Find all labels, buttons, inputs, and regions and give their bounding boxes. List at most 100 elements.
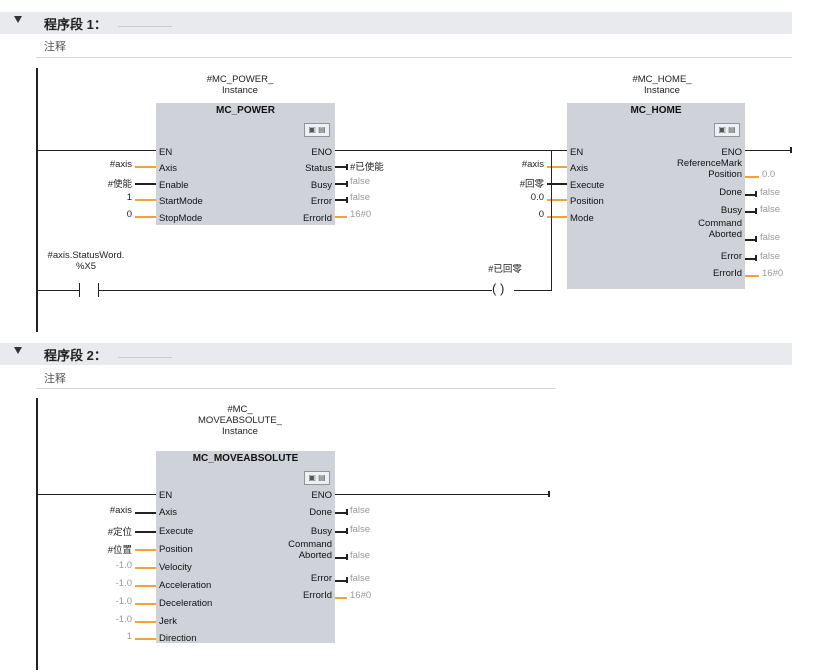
collapse-triangle-icon[interactable] — [14, 16, 22, 23]
output-arrow-icon — [755, 208, 757, 214]
pin-label: Execute — [570, 180, 605, 191]
pin-label: Done — [719, 187, 742, 198]
output-connector — [745, 258, 756, 260]
en-pin: EN — [570, 147, 584, 158]
arg-value[interactable]: 0.0 — [530, 192, 544, 203]
arg-value[interactable]: #已使能 — [350, 162, 384, 173]
pin-label: Execute — [159, 526, 194, 537]
block-toolbar-icon[interactable]: ▣ ▤ — [304, 471, 330, 485]
output-arrow-icon — [755, 255, 757, 261]
output-connector — [335, 531, 347, 533]
pin-label: Position — [159, 544, 193, 555]
arg-value[interactable]: #回零 — [519, 179, 544, 190]
segment-1-header[interactable]: 程序段 1： — [0, 12, 792, 34]
segment-1-name-field[interactable] — [118, 14, 172, 27]
input-connector — [547, 183, 567, 185]
segment-1-comment[interactable]: 注释 — [44, 41, 66, 53]
arg-value[interactable]: #axis — [521, 159, 544, 170]
input-connector — [547, 216, 567, 218]
segment-2-comment[interactable]: 注释 — [44, 373, 66, 385]
block-toolbar-icon[interactable]: ▣ ▤ — [714, 123, 740, 137]
segment-2-name-field[interactable] — [118, 345, 172, 358]
pin-label: Position — [570, 196, 604, 207]
arg-value[interactable]: #位置 — [107, 545, 132, 556]
arg-value[interactable]: 16#0 — [762, 268, 784, 279]
arg-value[interactable]: #定位 — [107, 527, 132, 538]
output-arrow-icon — [790, 147, 792, 153]
arg-value[interactable]: 0.0 — [762, 169, 776, 180]
pin-label: Axis — [159, 163, 177, 174]
pin-label: Command Aborted — [288, 539, 332, 561]
pin-label: Acceleration — [159, 580, 212, 591]
output-connector — [745, 239, 756, 241]
output-arrow-icon — [346, 164, 348, 170]
no-contact-icon[interactable] — [79, 283, 99, 297]
arg-value[interactable]: 16#0 — [350, 209, 372, 220]
arg-value[interactable]: -1.0 — [115, 596, 132, 607]
segment-2-header[interactable]: 程序段 2： — [0, 343, 792, 365]
divider — [36, 57, 792, 58]
arg-value[interactable]: false — [350, 550, 371, 561]
pin-label: Velocity — [159, 562, 192, 573]
mc-moveabsolute-block[interactable]: MC_MOVEABSOLUTE ▣ ▤ EN ENO Axis Execute … — [156, 451, 335, 644]
wire — [38, 494, 156, 495]
contact-operand-label[interactable]: #axis.StatusWord. %X5 — [47, 250, 125, 272]
block-toolbar-icon[interactable]: ▣ ▤ — [304, 123, 330, 137]
arg-value[interactable]: #axis — [109, 159, 132, 170]
input-connector — [135, 166, 156, 168]
input-connector — [135, 549, 156, 551]
arg-value[interactable]: false — [350, 192, 371, 203]
segment-1-title: 程序段 1： — [44, 17, 107, 32]
pin-label: ErrorId — [302, 213, 332, 224]
arg-value[interactable]: false — [350, 505, 371, 516]
mc-home-instance-label[interactable]: #MC_HOME_ Instance — [632, 74, 692, 96]
arg-value[interactable]: 0 — [538, 209, 544, 220]
eno-pin: ENO — [311, 490, 332, 501]
pin-label: Axis — [159, 507, 177, 518]
arg-value[interactable]: #使能 — [107, 179, 132, 190]
arg-value[interactable]: false — [350, 524, 371, 535]
output-connector — [745, 211, 756, 213]
input-connector — [547, 199, 567, 201]
output-connector — [335, 597, 347, 599]
input-connector — [135, 638, 156, 640]
arg-value[interactable]: -1.0 — [115, 578, 132, 589]
output-connector — [335, 557, 347, 559]
coil-icon[interactable]: ( ) — [492, 281, 505, 296]
wire — [514, 290, 551, 291]
pin-label: Command Aborted — [698, 218, 742, 240]
output-arrow-icon — [346, 577, 348, 583]
output-arrow-icon — [548, 491, 550, 497]
input-connector — [135, 183, 156, 185]
output-connector — [335, 166, 347, 168]
mc-home-name: MC_HOME — [630, 105, 682, 116]
input-connector — [135, 621, 156, 623]
input-connector — [135, 567, 156, 569]
output-connector — [335, 580, 347, 582]
mc-power-block[interactable]: MC_POWER ▣ ▤ EN ENO Axis Enable StartMod… — [156, 103, 335, 225]
coil-operand-label[interactable]: #已回零 — [488, 264, 522, 275]
en-pin: EN — [159, 147, 173, 158]
arg-value[interactable]: false — [760, 232, 781, 243]
arg-value[interactable]: 16#0 — [350, 590, 372, 601]
arg-value[interactable]: #axis — [109, 505, 132, 516]
arg-value[interactable]: false — [350, 573, 371, 584]
arg-value[interactable]: 1 — [126, 631, 132, 642]
arg-value[interactable]: 0 — [126, 209, 132, 220]
eno-pin: ENO — [311, 147, 332, 158]
output-connector — [335, 183, 347, 185]
pin-label: Mode — [570, 213, 594, 224]
arg-value[interactable]: false — [760, 187, 781, 198]
pin-label: StopMode — [159, 213, 203, 224]
pin-label: Jerk — [159, 616, 177, 627]
mc-home-block[interactable]: MC_HOME ▣ ▤ EN ENO Axis Execute Position… — [567, 103, 745, 289]
arg-value[interactable]: -1.0 — [115, 614, 132, 625]
arg-value[interactable]: false — [760, 204, 781, 215]
arg-value[interactable]: false — [760, 251, 781, 262]
arg-value[interactable]: 1 — [126, 192, 132, 203]
collapse-triangle-icon[interactable] — [14, 347, 22, 354]
mc-power-instance-label[interactable]: #MC_POWER_ Instance — [206, 74, 274, 96]
arg-value[interactable]: false — [350, 176, 371, 187]
mc-moveabsolute-instance-label[interactable]: #MC_ MOVEABSOLUTE_ Instance — [198, 404, 282, 437]
arg-value[interactable]: -1.0 — [115, 560, 132, 571]
